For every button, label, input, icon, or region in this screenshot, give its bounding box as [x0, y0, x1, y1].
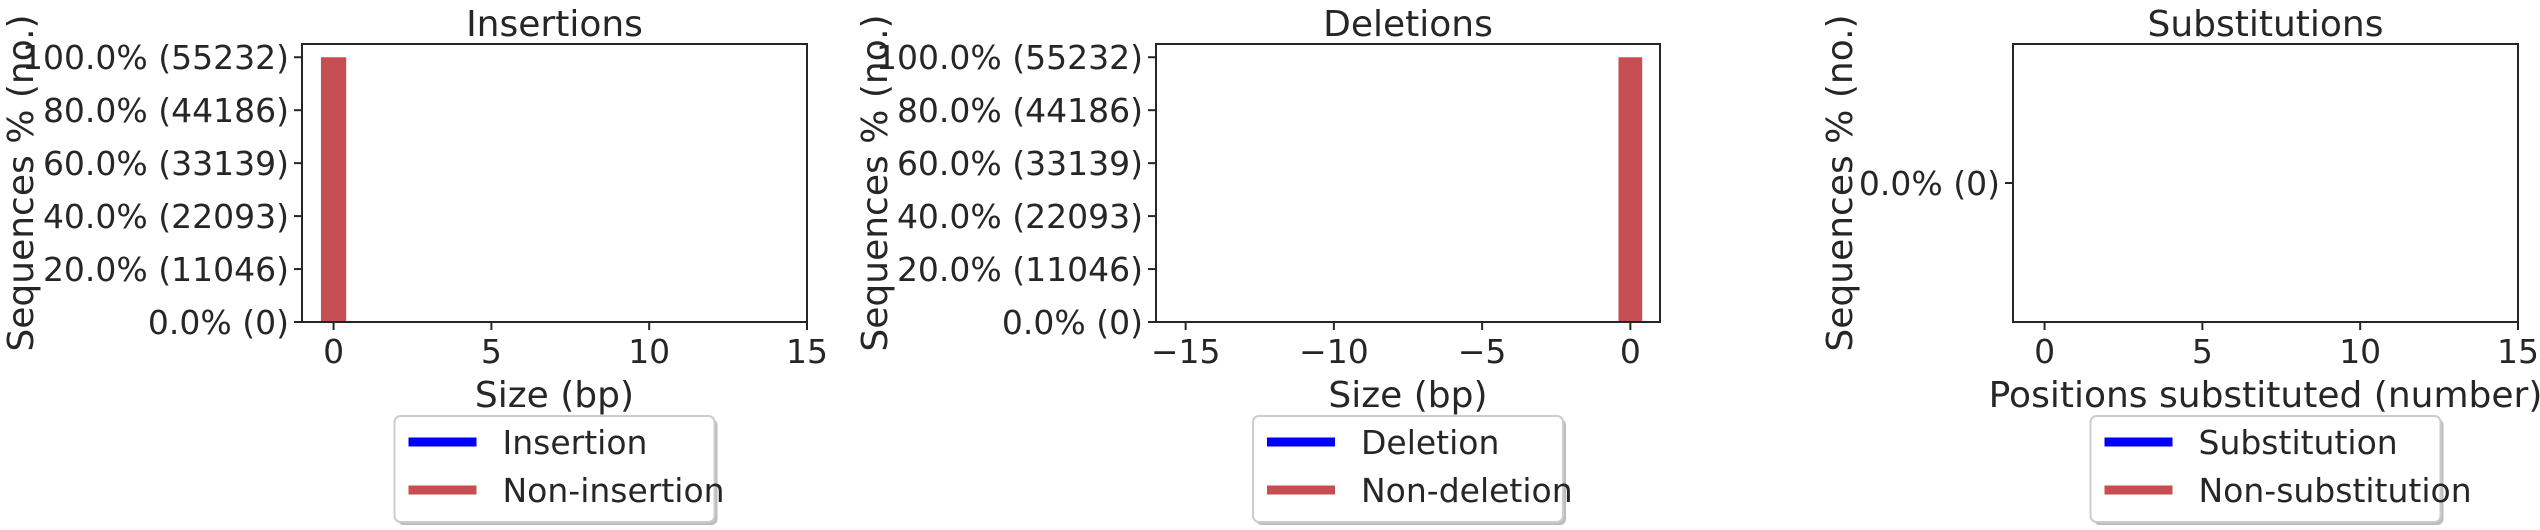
y-tick-label: 80.0% (44186): [897, 91, 1143, 130]
legend: Deletion Non-deletion: [1252, 415, 1573, 525]
bar-1: [1618, 57, 1643, 322]
y-tick-label: 0.0% (0): [1859, 164, 2000, 203]
x-tick-label: 5: [2192, 332, 2213, 371]
y-axis-label: Sequences % (no.): [1, 14, 42, 351]
y-tick-label: 100.0% (55232): [876, 38, 1143, 77]
legend: Substitution Non-substitution: [2089, 415, 2472, 525]
x-tick-label: 0: [2034, 332, 2055, 371]
x-tick-label: −15: [1151, 332, 1221, 371]
y-tick-label: 100.0% (55232): [22, 38, 289, 77]
bar-1: [320, 57, 347, 322]
plot-frame: [2012, 43, 2519, 323]
plot-frame: [301, 43, 808, 323]
x-tick-label: 10: [2339, 332, 2381, 371]
legend-label: Non-insertion: [503, 471, 725, 510]
chart-panel-1: 0 5 10 15 0.0% (0) 20.0% (11046) 40.0% (22093)…: [1, 4, 828, 525]
x-tick-label: 10: [628, 332, 670, 371]
y-tick-label: 0.0% (0): [148, 303, 289, 342]
y-axis-label: Sequences % (no.): [855, 14, 896, 351]
y-tick-label: 40.0% (22093): [897, 197, 1143, 236]
x-tick-label: 15: [786, 332, 828, 371]
x-tick-label: 15: [2497, 332, 2539, 371]
y-tick-label: 20.0% (11046): [897, 250, 1143, 289]
legend-box: [2089, 415, 2442, 523]
y-tick-label: 60.0% (33139): [43, 144, 289, 183]
x-tick-label: 5: [481, 332, 502, 371]
chart-title: Deletions: [1323, 4, 1493, 45]
legend: Insertion Non-insertion: [393, 415, 725, 525]
y-axis-label: Sequences % (no.): [1820, 14, 1861, 351]
chart-title: Insertions: [466, 4, 643, 45]
x-axis-label: Size (bp): [1328, 375, 1487, 416]
chart-panel-3: 0 5 10 15 0.0% (0) Substitutions Positions sub…: [1820, 4, 2540, 525]
y-tick-label: 80.0% (44186): [43, 91, 289, 130]
x-axis-label: Size (bp): [475, 375, 634, 416]
x-tick-label: −10: [1299, 332, 1369, 371]
legend-label: Substitution: [2199, 423, 2398, 462]
x-tick-label: 0: [323, 332, 344, 371]
legend-label: Insertion: [503, 423, 648, 462]
chart-title: Substitutions: [2147, 4, 2383, 45]
y-tick-label: 0.0% (0): [1002, 303, 1143, 342]
legend-label: Deletion: [1361, 423, 1499, 462]
legend-label: Non-substitution: [2199, 471, 2472, 510]
y-tick-label: 40.0% (22093): [43, 197, 289, 236]
x-axis-label: Positions substituted (number): [1989, 375, 2540, 416]
x-tick-label: −5: [1458, 332, 1507, 371]
legend-label: Non-deletion: [1361, 471, 1573, 510]
chart-panel-2: −15 −10 −5 0 0.0% (0) 20.0% (11046) 40.0% (220…: [855, 4, 1661, 525]
y-tick-label: 60.0% (33139): [897, 144, 1143, 183]
y-tick-label: 20.0% (11046): [43, 250, 289, 289]
plot-frame: [1155, 43, 1661, 323]
x-tick-label: 0: [1620, 332, 1641, 371]
